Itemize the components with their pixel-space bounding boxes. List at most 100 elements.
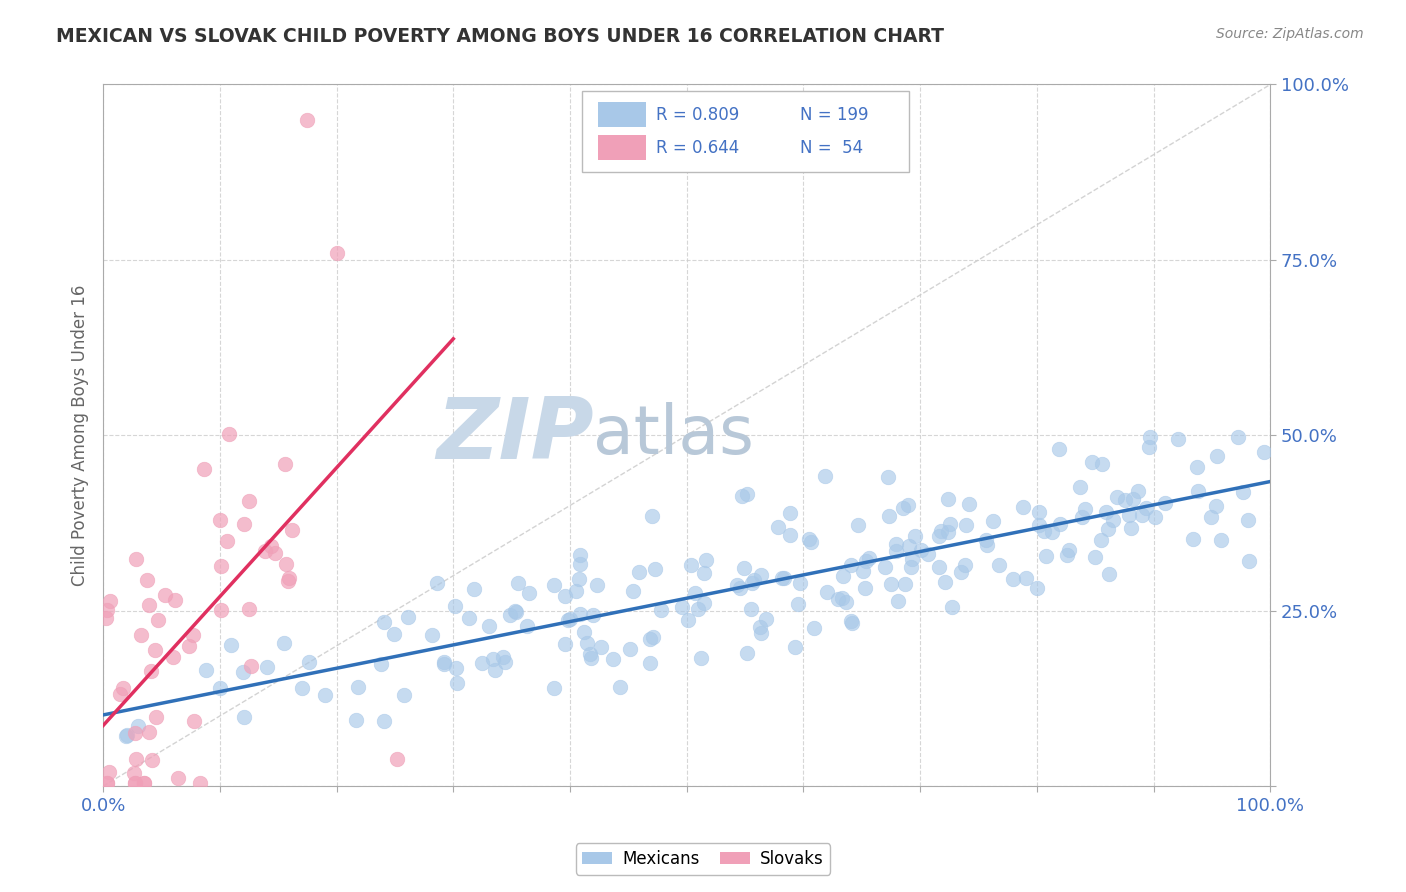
Point (1139, 430, 1161, 444)
Point (281, 523, 304, 537)
Point (433, 657, 456, 672)
Point (162, 650, 184, 665)
Point (1071, 510, 1094, 524)
Point (298, 655, 321, 669)
Point (1135, 501, 1157, 516)
Point (209, 513, 232, 527)
Point (988, 558, 1011, 572)
Point (1084, 550, 1107, 565)
Point (733, 561, 755, 575)
Point (132, 775, 155, 789)
Point (568, 557, 591, 571)
Point (132, 775, 155, 789)
Point (254, 543, 277, 558)
Point (1057, 543, 1080, 558)
Point (517, 586, 540, 600)
Point (478, 619, 501, 633)
Point (373, 714, 395, 728)
Point (957, 497, 980, 511)
Point (786, 598, 808, 612)
Point (783, 640, 806, 654)
Point (735, 646, 758, 660)
Point (1081, 455, 1104, 469)
Point (278, 571, 301, 585)
Point (928, 560, 950, 574)
Point (939, 517, 962, 532)
Point (955, 518, 977, 533)
Point (893, 576, 915, 591)
Point (627, 565, 650, 579)
FancyBboxPatch shape (598, 135, 645, 161)
Point (124, 775, 146, 789)
Point (543, 578, 565, 592)
Point (505, 604, 527, 618)
Point (314, 688, 336, 702)
Point (1206, 449, 1229, 463)
Point (689, 651, 711, 665)
Point (554, 589, 576, 603)
Point (1049, 517, 1071, 532)
Point (256, 660, 278, 674)
Point (181, 628, 204, 642)
Point (728, 581, 751, 595)
Point (827, 592, 849, 607)
Point (831, 568, 853, 582)
Point (928, 528, 950, 542)
Point (446, 661, 468, 675)
FancyBboxPatch shape (582, 92, 908, 172)
Point (887, 593, 910, 607)
Point (742, 574, 765, 588)
Point (1040, 525, 1063, 540)
Point (1143, 510, 1166, 524)
Point (1028, 517, 1050, 532)
Point (934, 575, 956, 590)
Point (1199, 509, 1222, 524)
Point (576, 636, 599, 650)
Point (586, 578, 609, 592)
Point (976, 538, 998, 552)
Point (1118, 508, 1140, 523)
Point (122, 766, 145, 780)
Point (609, 681, 631, 695)
Point (772, 570, 794, 584)
Point (426, 575, 449, 590)
Point (325, 245, 347, 260)
Point (471, 656, 494, 670)
Point (839, 615, 862, 629)
Point (138, 599, 160, 613)
Point (179, 639, 201, 653)
Point (114, 729, 136, 743)
Point (188, 775, 211, 789)
Text: R = 0.809: R = 0.809 (657, 105, 740, 124)
Point (111, 681, 134, 695)
Point (370, 657, 392, 671)
Point (897, 499, 920, 513)
Point (910, 542, 932, 557)
Point (730, 489, 752, 503)
Point (232, 665, 254, 680)
Point (1012, 500, 1035, 514)
Point (638, 656, 661, 670)
Point (941, 599, 963, 614)
Point (433, 655, 456, 669)
Text: N = 199: N = 199 (800, 105, 869, 124)
Text: MEXICAN VS SLOVAK CHILD POVERTY AMONG BOYS UNDER 16 CORRELATION CHART: MEXICAN VS SLOVAK CHILD POVERTY AMONG BO… (56, 27, 945, 45)
Point (835, 595, 858, 609)
Point (238, 601, 260, 615)
Point (1035, 549, 1057, 564)
Point (1187, 483, 1209, 498)
Point (789, 575, 811, 590)
Point (797, 532, 820, 546)
Point (898, 539, 921, 553)
Point (740, 601, 762, 615)
Point (564, 583, 586, 598)
Point (506, 576, 529, 591)
Point (153, 588, 176, 602)
Point (683, 585, 706, 599)
Point (1107, 490, 1129, 504)
Point (741, 576, 763, 591)
Point (589, 640, 612, 655)
Point (572, 624, 595, 639)
Point (218, 427, 240, 442)
Point (183, 714, 205, 729)
